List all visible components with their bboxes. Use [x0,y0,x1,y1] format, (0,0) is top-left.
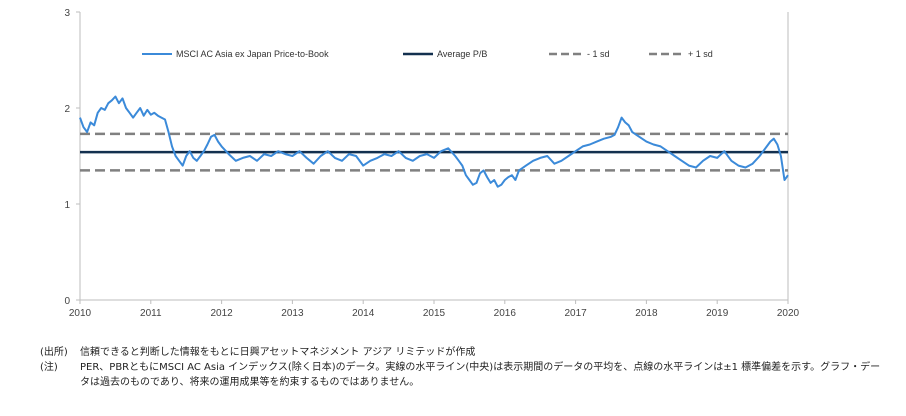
legend-label: - 1 sd [587,49,610,59]
legend: MSCI AC Asia ex Japan Price-to-Book Avera… [142,49,713,59]
x-tick-label: 2016 [494,308,517,319]
y-ticks: 0 1 2 3 [64,8,80,307]
y-tick-label: 2 [64,104,70,115]
legend-item-minus-1sd: - 1 sd [549,49,610,59]
x-tick-label: 2012 [210,308,233,319]
remark-note-text: PER、PBRともにMSCI AC Asia インデックス(除く日本)のデータ。… [80,362,881,388]
x-tick-label: 2013 [281,308,304,319]
source-note-label: (出所) [40,347,68,358]
legend-label: MSCI AC Asia ex Japan Price-to-Book [176,49,329,59]
legend-item-pb: MSCI AC Asia ex Japan Price-to-Book [142,49,329,59]
series-group [79,95,789,188]
x-tick-label: 2011 [140,308,162,319]
x-ticks: 2010 2011 2012 2013 2014 2015 2016 2017 2018 2019… [69,300,800,319]
x-tick-label: 2015 [423,308,446,319]
source-note: (出所) 信頼できると判断した情報をもとに日興アセットマネジメント アジア リミ… [40,345,890,360]
x-tick-label: 2019 [706,308,729,319]
x-tick-label: 2020 [777,308,800,319]
legend-item-average: Average P/B [403,49,487,59]
remark-note: (注) PER、PBRともにMSCI AC Asia インデックス(除く日本)の… [40,360,890,390]
x-tick-label: 2018 [635,308,658,319]
x-tick-label: 2014 [352,308,375,319]
x-tick-label: 2010 [69,308,92,319]
legend-item-plus-1sd: + 1 sd [649,49,713,59]
y-tick-label: 0 [64,296,70,307]
reference-lines [80,132,788,172]
source-note-text: 信頼できると判断した情報をもとに日興アセットマネジメント アジア リミテッドが作… [80,347,476,358]
remark-note-label: (注) [40,362,58,373]
footnotes: (出所) 信頼できると判断した情報をもとに日興アセットマネジメント アジア リミ… [40,345,890,390]
y-tick-label: 3 [64,8,70,19]
pb-series-line [79,95,789,188]
legend-label: + 1 sd [688,49,713,59]
y-tick-label: 1 [64,200,70,211]
x-tick-label: 2017 [564,308,587,319]
legend-label: Average P/B [437,49,487,59]
